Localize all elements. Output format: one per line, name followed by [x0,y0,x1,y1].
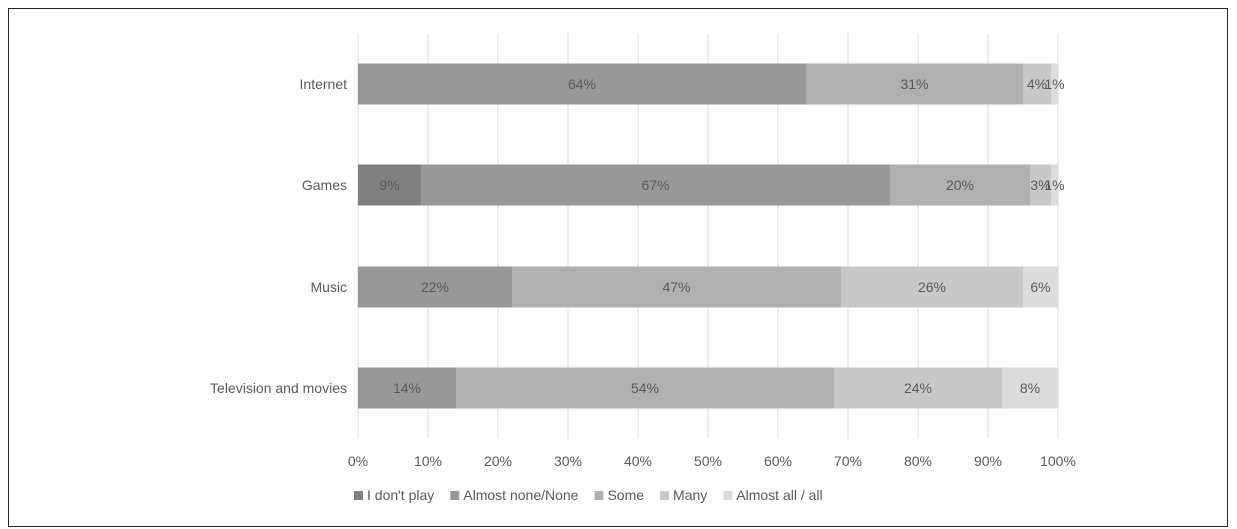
data-label: 47% [662,279,690,295]
bar-segment [358,367,456,409]
x-tick-label: 90% [974,453,1002,469]
data-label: 1% [1044,76,1064,92]
bar-segment [1002,367,1058,409]
x-tick-label: 10% [414,453,442,469]
bar-segment [1023,266,1058,308]
x-tick-label: 70% [834,453,862,469]
bar-segment [1030,164,1051,206]
x-tick-label: 60% [764,453,792,469]
data-label: 3% [1030,177,1050,193]
data-label: 26% [918,279,946,295]
bar-segment [421,164,890,206]
x-tick-label: 80% [904,453,932,469]
data-label: 22% [421,279,449,295]
legend-swatch [660,491,670,500]
data-label: 8% [1020,380,1040,396]
legend-label: Many [673,487,707,503]
bar-segment [358,266,512,308]
bar-segment [512,266,841,308]
bar-segment [841,266,1023,308]
chart-frame: 0% 10% 20% 30% 40% 50% 60% 70% 80% 90% 100% Interne… [8,8,1228,527]
bar-segment [456,367,834,409]
data-label: 54% [631,380,659,396]
category-label: Music [310,279,347,295]
legend-swatch [723,491,733,500]
bar-segment [1051,63,1058,105]
legend-swatch [594,491,604,500]
data-label: 64% [568,76,596,92]
data-label: 24% [904,380,932,396]
data-label: 6% [1030,279,1050,295]
x-tick-label: 50% [694,453,722,469]
legend-label: I don't play [367,487,434,503]
data-label: 20% [946,177,974,193]
bar-segment [1023,63,1051,105]
data-label: 1% [1044,177,1064,193]
x-tick-label: 20% [484,453,512,469]
legend-label: Almost all / all [736,487,822,503]
x-tick-label: 30% [554,453,582,469]
x-tick-label: 100% [1040,453,1076,469]
category-label: Games [302,177,347,193]
bar-segment [834,367,1002,409]
legend-swatch [450,491,460,500]
data-label: 31% [900,76,928,92]
data-label: 67% [641,177,669,193]
category-label: Internet [300,76,348,92]
legend-swatch [354,491,363,500]
bar-segment [1051,164,1058,206]
legend-label: Some [607,487,644,503]
x-tick-label: 0% [348,453,368,469]
data-label: 14% [393,380,421,396]
data-label: 4% [1027,76,1047,92]
bar-segment [806,63,1023,105]
x-tick-label: 40% [624,453,652,469]
data-label: 9% [379,177,399,193]
category-label: Television and movies [210,380,347,396]
bar-segment [358,164,421,206]
bar-segment [890,164,1030,206]
legend-label: Almost none/None [463,487,578,503]
bar-segment [358,63,806,105]
stacked-bar-chart: 0% 10% 20% 30% 40% 50% 60% 70% 80% 90% 100% Interne… [210,33,1076,503]
